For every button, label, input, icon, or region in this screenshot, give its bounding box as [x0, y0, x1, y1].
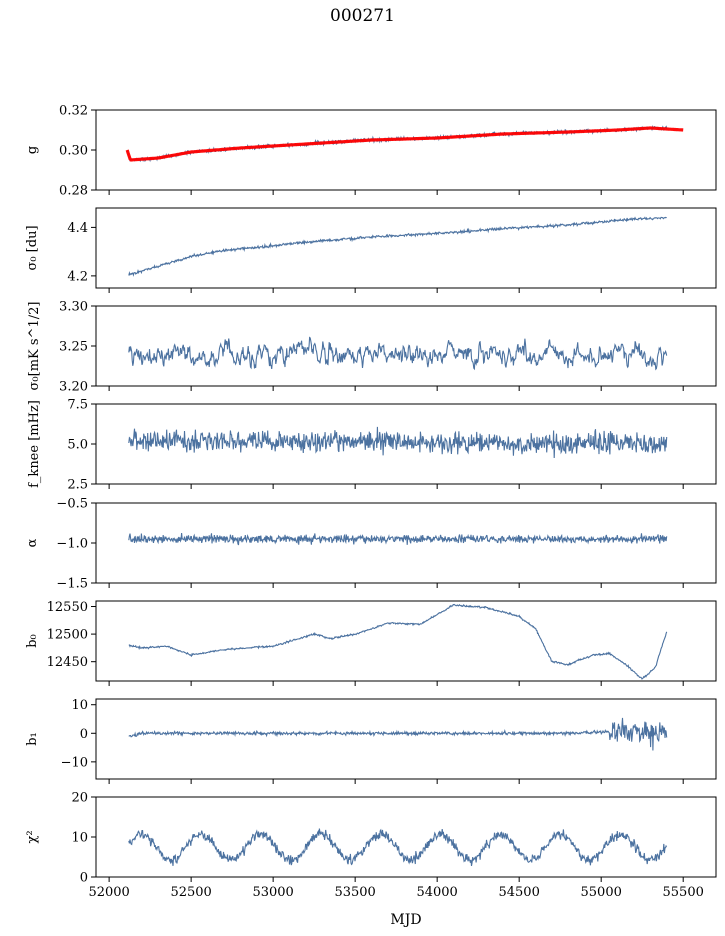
y-tick-label: 3.25 [59, 340, 88, 355]
y-tick-label: −1.5 [56, 577, 88, 592]
panel-frame [95, 600, 717, 682]
y-axis-label: b₁ [25, 732, 40, 746]
x-tick-label: 54500 [498, 885, 539, 900]
y-tick-label: −1.0 [56, 537, 88, 552]
y-axis-label: σ₀ [du] [25, 225, 40, 270]
y-tick-label: 0 [80, 727, 88, 742]
y-axis-label: σ₀[mK s^1/2] [27, 302, 42, 391]
panel-frame [95, 109, 717, 191]
y-tick-label: 0.28 [59, 184, 88, 199]
series-line [128, 828, 668, 866]
x-tick-label: 55500 [663, 885, 704, 900]
y-tick-label: −0.5 [56, 497, 88, 512]
series-line [128, 426, 668, 459]
y-tick-label: 4.4 [67, 221, 88, 236]
series-line [128, 717, 668, 751]
series-line [128, 336, 668, 371]
y-tick-label: 3.20 [59, 380, 88, 395]
panel-frame [95, 502, 717, 584]
y-axis-label: χ² [25, 830, 40, 843]
y-tick-label: 12550 [47, 600, 88, 615]
y-tick-label: 12450 [47, 655, 88, 670]
figure-title: 000271 [330, 6, 395, 26]
y-tick-label: 10 [71, 698, 88, 713]
fit-line [125, 126, 684, 162]
x-tick-label: 55000 [581, 885, 622, 900]
y-axis-label: α [25, 538, 40, 547]
y-tick-label: 2.5 [67, 478, 88, 493]
series-line [128, 532, 668, 546]
panel-frame [95, 698, 717, 780]
y-tick-label: 20 [71, 791, 88, 806]
panel-frame [95, 207, 717, 289]
x-tick-label: 53000 [252, 885, 293, 900]
y-tick-label: −10 [61, 755, 88, 770]
x-tick-label: 53500 [334, 885, 375, 900]
x-axis-label: MJD [390, 912, 421, 928]
y-axis-label: g [25, 146, 40, 154]
y-tick-label: 7.5 [67, 398, 88, 413]
x-tick-label: 52000 [88, 885, 129, 900]
y-tick-label: 4.2 [67, 269, 88, 284]
panel-frame [95, 796, 717, 878]
series-line [128, 216, 667, 277]
y-tick-label: 0 [80, 871, 88, 886]
series-line [128, 603, 668, 680]
y-tick-label: 3.30 [59, 300, 88, 315]
y-tick-label: 10 [71, 831, 88, 846]
y-tick-label: 5.0 [67, 438, 88, 453]
y-tick-label: 12500 [47, 628, 88, 643]
y-tick-label: 0.30 [59, 144, 88, 159]
x-tick-label: 52500 [170, 885, 211, 900]
y-axis-label: f_knee [mHz] [27, 400, 42, 488]
y-axis-label: b₀ [25, 634, 40, 648]
x-tick-label: 54000 [416, 885, 457, 900]
y-tick-label: 0.32 [59, 104, 88, 119]
